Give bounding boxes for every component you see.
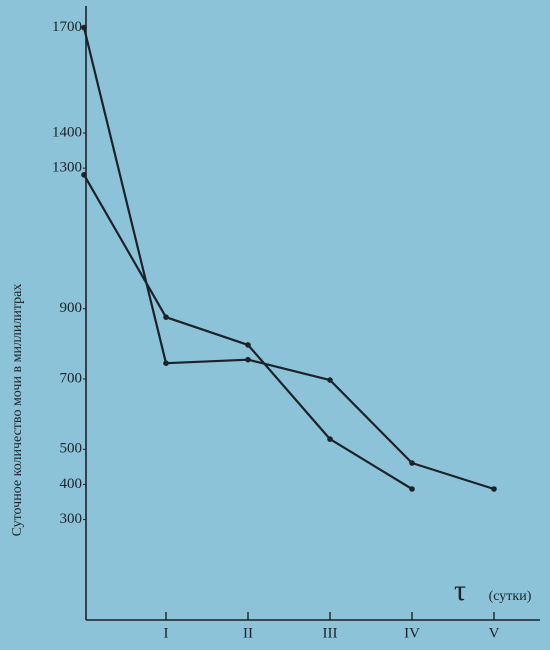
- x-tick-label: I: [164, 625, 169, 641]
- y-tick-label: 1700: [52, 19, 82, 35]
- y-tick-label: 700: [60, 370, 83, 386]
- data-point: [327, 377, 333, 383]
- data-point: [409, 486, 415, 492]
- x-tick-label: II: [243, 625, 253, 641]
- x-axis-symbol: τ: [454, 574, 466, 607]
- data-point: [81, 172, 87, 178]
- y-tick-label: 500: [60, 441, 83, 457]
- y-tick-label: 300: [60, 511, 83, 527]
- x-tick-label: III: [323, 625, 338, 641]
- data-point: [163, 360, 169, 366]
- data-point: [245, 342, 251, 348]
- y-axis-label: Суточное количество мочи в миллилитрах: [10, 284, 25, 537]
- y-tick-label: 400: [60, 476, 83, 492]
- x-tick-label: V: [489, 625, 500, 641]
- y-tick-label: 1300: [52, 160, 82, 176]
- y-tick-label: 900: [60, 300, 83, 316]
- y-tick-label: 1400: [52, 124, 82, 140]
- x-tick-label: IV: [404, 625, 420, 641]
- data-point: [327, 436, 333, 442]
- data-point: [163, 314, 169, 320]
- data-point: [245, 356, 251, 363]
- x-axis-label: (сутки): [489, 589, 532, 604]
- data-point: [81, 24, 87, 31]
- series-line: [82, 27, 495, 491]
- data-point: [409, 460, 415, 466]
- data-point: [491, 486, 497, 492]
